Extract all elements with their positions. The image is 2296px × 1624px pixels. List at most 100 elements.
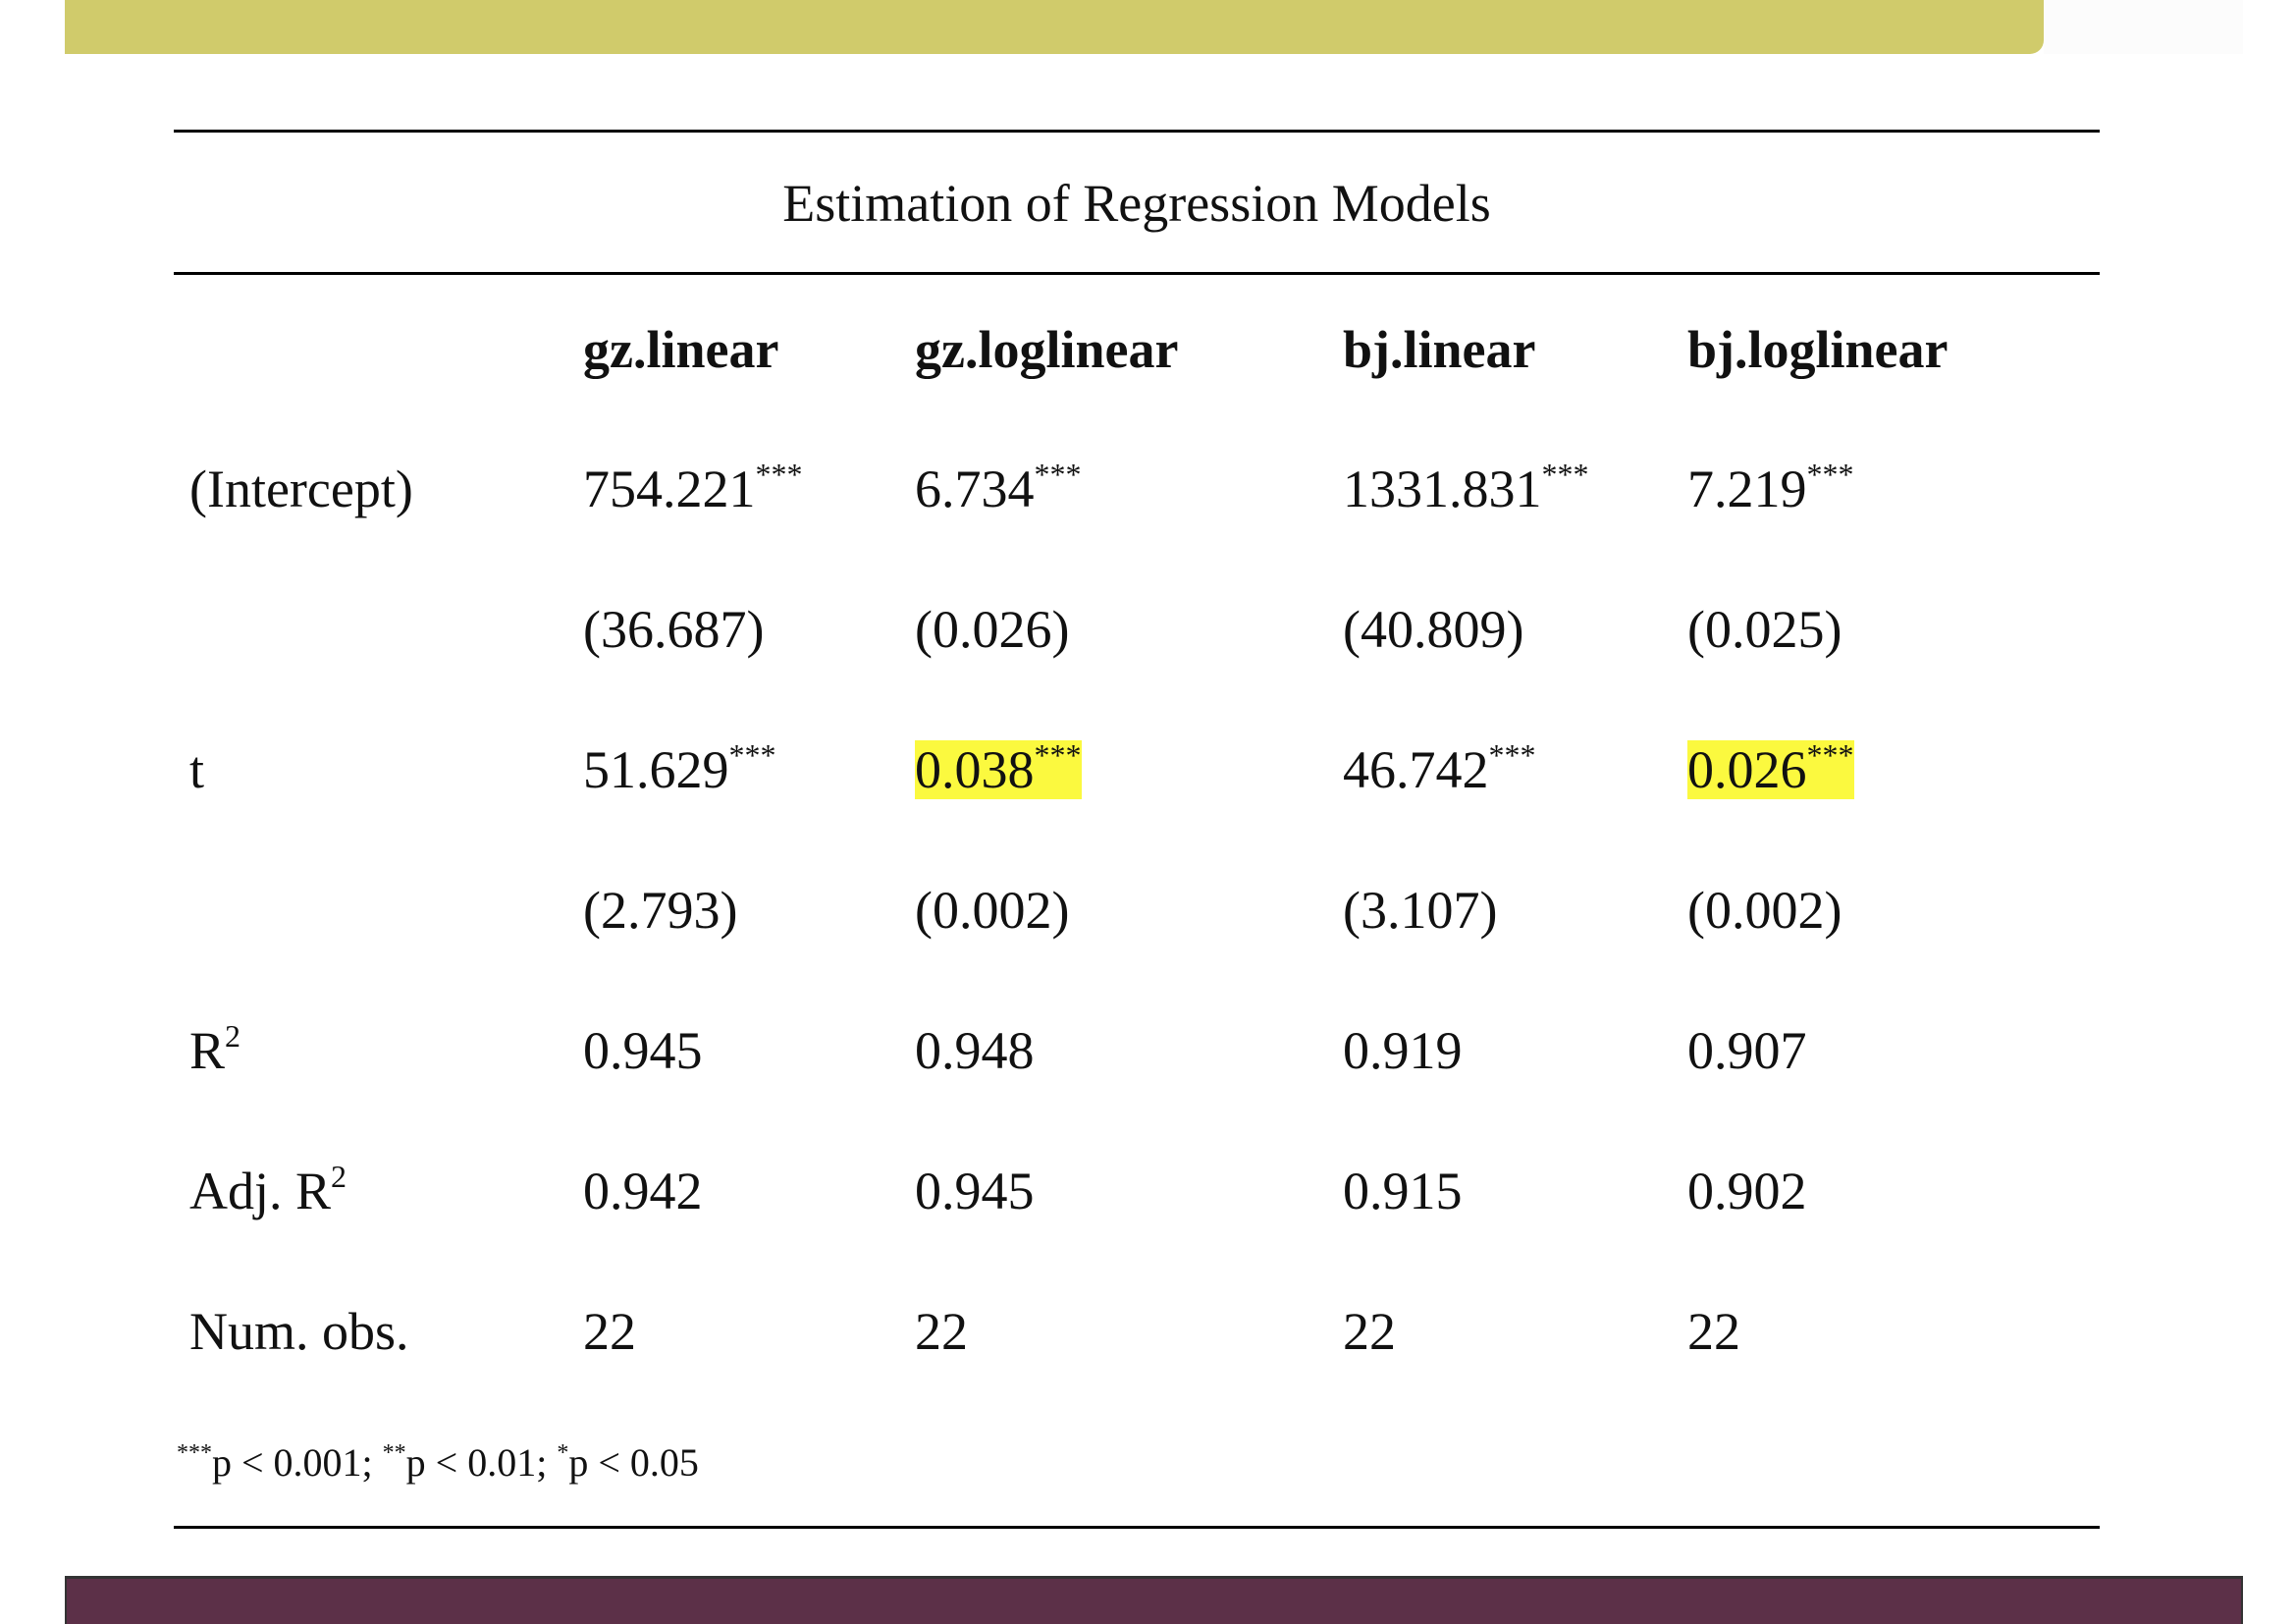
column-header: gz.linear — [583, 320, 779, 379]
cell-value: (36.687) — [583, 600, 764, 659]
cell-value: 1331.831*** — [1343, 457, 1589, 518]
table-cell: (40.809) — [1343, 600, 1523, 659]
table-cell: (0.002) — [915, 881, 1069, 940]
highlighted-value: 0.026*** — [1687, 737, 1854, 799]
table-cell: (36.687) — [583, 600, 764, 659]
value-text: (3.107) — [1343, 881, 1498, 940]
significance-stars: *** — [755, 457, 803, 492]
value-text: 6.734 — [915, 460, 1035, 518]
value-text: (0.025) — [1687, 600, 1842, 659]
footnote-stars: ** — [382, 1440, 406, 1466]
table-cell: (0.025) — [1687, 600, 1842, 659]
value-text: 0.915 — [1343, 1162, 1463, 1220]
column-header: bj.loglinear — [1687, 320, 1949, 379]
footnote-stars: * — [557, 1440, 569, 1466]
cell-value: (40.809) — [1343, 600, 1523, 659]
table-cell: (2.793) — [583, 881, 737, 940]
cell-value: 46.742*** — [1343, 737, 1536, 799]
value-text: 1331.831 — [1343, 460, 1542, 518]
cell-value: (0.026) — [915, 600, 1069, 659]
table-title: Estimation of Regression Models — [782, 174, 1491, 233]
cell-value: (2.793) — [583, 881, 737, 940]
cell-value: 0.942 — [583, 1162, 703, 1220]
row-label: Adj. R2 — [189, 1159, 347, 1227]
value-text: (0.002) — [1687, 881, 1842, 940]
value-text: 0.945 — [583, 1021, 703, 1080]
significance-stars: *** — [1806, 457, 1854, 492]
table-cell: 46.742*** — [1343, 737, 1536, 806]
column-header: gz.loglinear — [915, 320, 1179, 379]
value-text: 0.945 — [915, 1162, 1035, 1220]
table-cell: 6.734*** — [915, 457, 1082, 525]
value-text: 46.742 — [1343, 740, 1489, 799]
header-rule — [174, 272, 2100, 275]
footnote-stars: *** — [177, 1440, 212, 1466]
significance-stars: *** — [1488, 737, 1536, 773]
row-label-superscript: 2 — [331, 1159, 347, 1194]
footnote: ***p < 0.001; **p < 0.01; *p < 0.05 — [177, 1439, 699, 1486]
bottom-rule — [174, 1526, 2100, 1529]
table-cell: 0.907 — [1687, 1021, 1807, 1080]
cell-value: 22 — [915, 1302, 968, 1361]
table-cell: 0.948 — [915, 1021, 1035, 1080]
cell-value: 7.219*** — [1687, 457, 1854, 518]
table-cell: 0.942 — [583, 1162, 703, 1220]
highlighted-value: 0.038*** — [915, 737, 1082, 799]
significance-stars: *** — [1034, 737, 1082, 773]
value-text: 22 — [583, 1302, 636, 1361]
table-cell: 0.038*** — [915, 737, 1082, 806]
cell-value: 22 — [583, 1302, 636, 1361]
table-cell: 0.919 — [1343, 1021, 1463, 1080]
footnote-text: p < 0.01; — [405, 1440, 558, 1485]
table-cell: 754.221*** — [583, 457, 803, 525]
table-cell: (0.002) — [1687, 881, 1842, 940]
row-label-text: Adj. R — [189, 1162, 332, 1220]
cell-value: 22 — [1687, 1302, 1740, 1361]
column-header: bj.linear — [1343, 320, 1536, 379]
value-text: 0.902 — [1687, 1162, 1807, 1220]
cell-value: 0.945 — [583, 1021, 703, 1080]
significance-stars: *** — [1034, 457, 1082, 492]
value-text: 0.942 — [583, 1162, 703, 1220]
cell-value: 22 — [1343, 1302, 1396, 1361]
table-cell: 7.219*** — [1687, 457, 1854, 525]
row-label-text: Num. obs. — [189, 1302, 409, 1361]
table-cell: 22 — [1343, 1302, 1396, 1361]
value-text: 0.948 — [915, 1021, 1035, 1080]
value-text: 22 — [915, 1302, 968, 1361]
row-label: (Intercept) — [189, 460, 413, 518]
row-label: Num. obs. — [189, 1302, 409, 1361]
cell-value: (0.025) — [1687, 600, 1842, 659]
value-text: (36.687) — [583, 600, 765, 659]
top-rule — [174, 130, 2100, 133]
cell-value: 0.919 — [1343, 1021, 1463, 1080]
table-cell: 1331.831*** — [1343, 457, 1589, 525]
row-label-text: R — [189, 1021, 226, 1080]
table-cell: 0.026*** — [1687, 737, 1854, 806]
table-cell: 0.945 — [583, 1021, 703, 1080]
value-text: 0.919 — [1343, 1021, 1463, 1080]
bottom-banner-bar — [65, 1576, 2243, 1624]
table-cell: (0.026) — [915, 600, 1069, 659]
table-cell: 0.902 — [1687, 1162, 1807, 1220]
top-banner-tail — [2044, 0, 2243, 54]
cell-value: 0.907 — [1687, 1021, 1807, 1080]
table-cell: 22 — [1687, 1302, 1740, 1361]
cell-value: 6.734*** — [915, 457, 1082, 518]
value-text: 22 — [1687, 1302, 1740, 1361]
row-label-superscript: 2 — [225, 1018, 241, 1054]
table-cell: 22 — [583, 1302, 636, 1361]
value-text: 51.629 — [583, 740, 729, 799]
cell-value: 0.915 — [1343, 1162, 1463, 1220]
table-cell: 22 — [915, 1302, 968, 1361]
cell-value: 0.945 — [915, 1162, 1035, 1220]
value-text: 0.026 — [1687, 740, 1807, 799]
cell-value: 0.902 — [1687, 1162, 1807, 1220]
value-text: (40.809) — [1343, 600, 1524, 659]
value-text: 0.038 — [915, 740, 1035, 799]
footnote-text: p < 0.05 — [568, 1440, 699, 1485]
row-label-text: t — [189, 740, 205, 799]
top-banner-bar — [65, 0, 2044, 54]
cell-value: (0.002) — [1687, 881, 1842, 940]
row-label: t — [189, 740, 204, 799]
